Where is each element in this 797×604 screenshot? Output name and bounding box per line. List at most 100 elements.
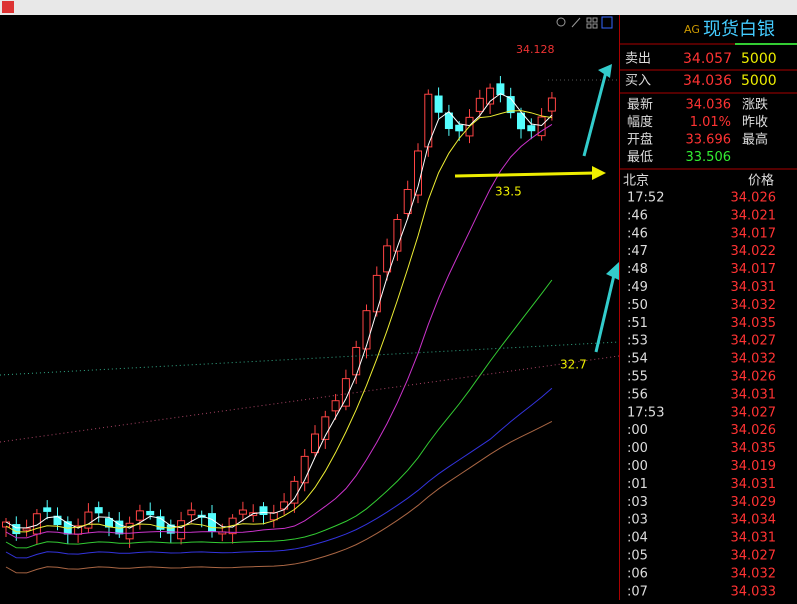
tick-time: :06 [627,566,648,581]
candle [94,507,103,514]
tick-time: :04 [627,531,648,546]
moving-average [5,124,553,539]
tick-price: 34.031 [731,531,777,546]
tick-time: :46 [627,226,648,241]
tick-time: :05 [627,549,648,564]
candle [53,515,62,526]
arrow [582,64,619,353]
candle [208,513,216,532]
tick-header: 价格 [748,173,774,189]
candles [2,76,556,574]
candle [341,378,350,407]
tick-time: 17:52 [627,191,664,206]
candle [259,506,268,516]
candle [414,150,422,196]
stat-label: 最新 [627,97,653,113]
tick-price: 34.027 [731,334,777,349]
tick-price: 34.027 [731,549,777,564]
candle [300,455,309,484]
moving-average [5,110,552,533]
tick-time: :55 [627,370,648,385]
candle [527,125,536,132]
candle [84,511,93,529]
tick-header: 北京 [623,174,649,189]
tick-time: :54 [627,352,648,367]
trend-line [0,341,620,376]
candle [43,507,52,512]
stat-label: 最低 [627,150,653,165]
moving-average [5,93,553,529]
candle [135,510,144,521]
tick-time: :01 [627,477,648,492]
tick-time: :50 [627,298,648,313]
candle [372,274,381,313]
candle [486,87,495,105]
candle [383,245,392,273]
stat-label: 幅度 [627,114,653,130]
tick-time: :00 [627,441,648,456]
candle [434,95,443,113]
tick-price: 34.017 [731,262,777,277]
tick-price: 34.022 [731,244,777,259]
candle [331,400,340,412]
symbol-code: AG [684,23,700,36]
tick-time: :51 [627,316,648,331]
candle [547,97,556,112]
chart-area [0,15,619,600]
tick-price: 34.017 [731,226,777,241]
tick-time: :53 [627,334,648,349]
tick-price: 34.032 [731,298,777,313]
level-label: 32.7 [560,358,587,372]
candle [362,310,371,350]
stat-label: 最高 [742,132,768,148]
stat-label: 昨收 [742,115,768,130]
candle [393,219,402,252]
stat-value: 33.506 [686,150,732,165]
bid-price: 34.036 [683,73,732,89]
tick-price: 34.034 [731,513,777,528]
bid-volume: 5000 [741,73,777,89]
candle [517,112,525,130]
candle [496,83,505,95]
arrow [454,166,606,180]
ask-volume: 5000 [741,51,777,67]
candle [156,516,165,530]
candle [444,112,453,130]
tick-time: :07 [627,584,648,599]
candle [146,510,155,516]
candle [166,524,175,534]
tick-time: :56 [627,387,648,402]
candle [280,501,289,510]
stat-label: 开盘 [627,132,653,148]
candle [506,96,515,114]
tick-price: 34.035 [731,441,777,456]
tick-price: 34.035 [731,316,777,331]
tick-price: 34.019 [731,459,777,474]
candle [12,524,21,535]
tick-price: 34.031 [731,387,777,402]
toolbar-icons [556,16,613,29]
tick-time: :47 [627,244,648,259]
stat-value: 34.036 [686,98,732,113]
tick-price: 34.029 [731,495,777,510]
tick-time: :03 [627,513,648,528]
tick-time: :00 [627,459,648,474]
tick-time: :46 [627,208,648,223]
tick-price: 34.021 [731,208,777,223]
candle [455,124,464,132]
candle [238,509,247,515]
tick-price: 34.026 [731,423,777,438]
stat-label: 涨跌 [742,97,768,113]
tick-price: 34.027 [731,405,777,420]
title-bar [0,0,797,15]
tick-price: 34.033 [731,584,777,599]
candle [475,97,484,112]
candle [321,416,330,440]
tick-time: :49 [627,280,648,295]
symbol-name: 现货白银 [703,19,775,40]
tick-price: 34.032 [731,566,777,581]
candle [311,433,319,454]
app-icon [2,1,14,13]
tick-time: :03 [627,495,648,510]
